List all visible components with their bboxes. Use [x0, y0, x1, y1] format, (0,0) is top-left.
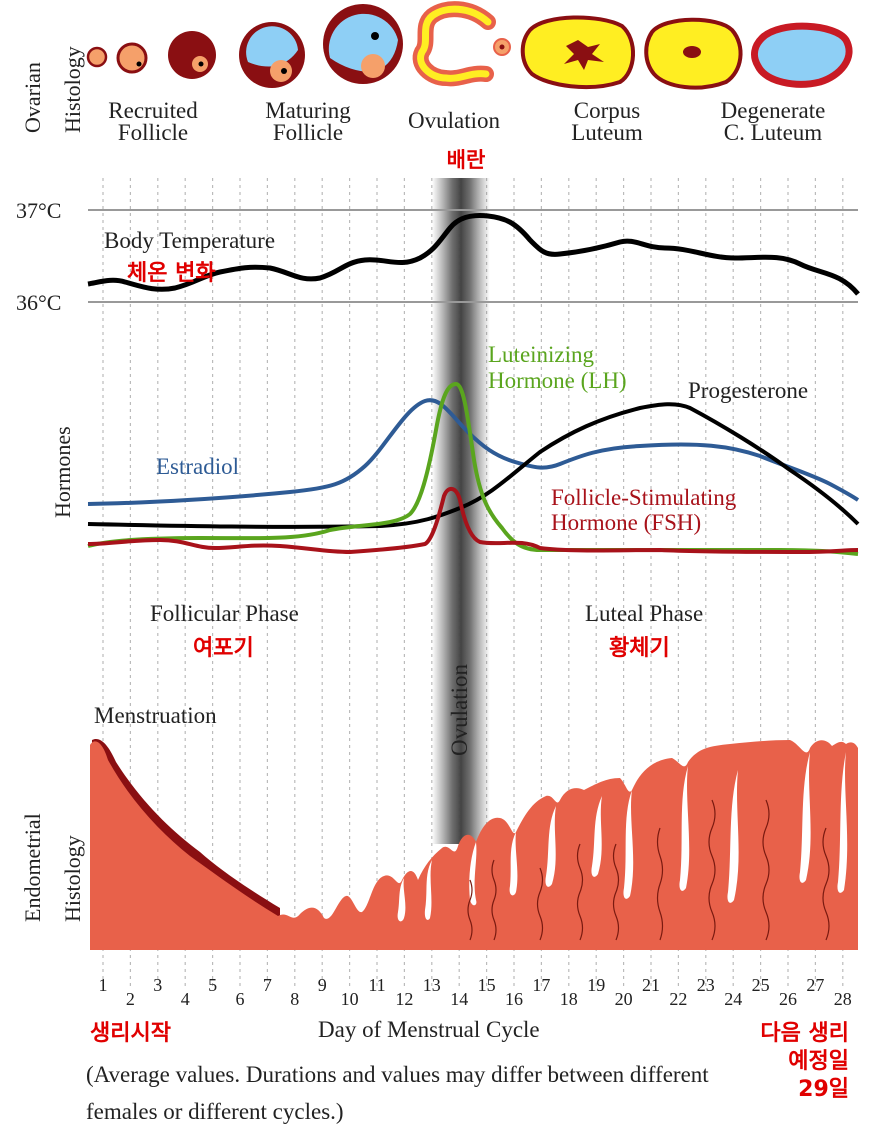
- stage-degenerate-label-2: C. Luteum: [724, 120, 822, 145]
- stage-ovulation-label: Ovulation: [408, 108, 500, 133]
- endometrium-tissue: [90, 740, 858, 950]
- endometrial-axis-label-2: Histology: [60, 835, 85, 922]
- follicular-phase-label: Follicular Phase: [150, 601, 299, 626]
- day-label: 18: [560, 989, 578, 1009]
- day-label: 6: [236, 989, 245, 1009]
- body-temperature-korean-label: 체온 변화: [127, 261, 216, 286]
- day-label: 17: [532, 975, 550, 995]
- ovarian-axis-label-2: Histology: [60, 46, 85, 133]
- body-temperature-curve: [87, 213, 860, 296]
- endometrial-axis-label: Endometrial: [20, 813, 45, 922]
- day-label: 16: [505, 989, 523, 1009]
- day-label: 2: [126, 989, 135, 1009]
- day-label: 28: [834, 989, 852, 1009]
- lh-label-2: Hormone (LH): [488, 368, 627, 393]
- stage-corpus-label-2: Luteum: [571, 120, 643, 145]
- menstruation-label: Menstruation: [94, 703, 217, 728]
- day-label: 27: [806, 975, 824, 995]
- day-label: 1: [99, 975, 108, 995]
- next-period-korean-label-3: 29일: [798, 1077, 849, 1102]
- corpus-luteum-icon: [520, 15, 743, 90]
- x-axis-label: Day of Menstrual Cycle: [318, 1017, 540, 1042]
- day-gridlines: [102, 178, 844, 990]
- next-period-korean-label-2: 예정일: [788, 1049, 849, 1074]
- menstrual-shedding-layer: [92, 738, 280, 918]
- day-label: 20: [615, 989, 633, 1009]
- fsh-curve: [87, 487, 859, 555]
- day-label: 23: [697, 975, 715, 995]
- day-label: 22: [669, 989, 687, 1009]
- stage-degenerate-label: Degenerate: [721, 98, 826, 123]
- day-label: 8: [290, 989, 299, 1009]
- day-label: 4: [181, 989, 190, 1009]
- day-label: 7: [263, 975, 272, 995]
- day-labels: 1234567891011121314151617181920212223242…: [99, 975, 852, 1009]
- ovulation-vertical-label: Ovulation: [447, 664, 472, 756]
- stage-recruited-label-2: Follicle: [118, 120, 188, 145]
- ovarian-axis-label: Ovarian: [20, 62, 45, 133]
- lh-label: Luteinizing: [488, 342, 595, 367]
- day-label: 15: [478, 975, 496, 995]
- day-label: 24: [724, 989, 742, 1009]
- day-label: 12: [395, 989, 413, 1009]
- ovulation-rupture-icon: [412, 1, 511, 87]
- estradiol-curve: [87, 398, 860, 506]
- day-label: 14: [450, 989, 468, 1009]
- stage-corpus-label: Corpus: [574, 98, 641, 123]
- stage-maturing-label: Maturing: [265, 98, 351, 123]
- day-label: 5: [208, 975, 217, 995]
- estradiol-label: Estradiol: [156, 454, 239, 479]
- body-temperature-label: Body Temperature: [104, 228, 275, 253]
- day-label: 21: [642, 975, 660, 995]
- day-label: 25: [752, 975, 770, 995]
- endometrium-glands: [397, 752, 848, 922]
- degenerate-corpus-luteum-icon: [751, 22, 853, 88]
- progesterone-label: Progesterone: [688, 378, 808, 403]
- footnote: (Average values. Durations and values ma…: [86, 1062, 709, 1124]
- luteal-phase-label: Luteal Phase: [585, 601, 703, 626]
- stage-maturing-label-2: Follicle: [273, 120, 343, 145]
- day-label: 11: [368, 975, 385, 995]
- luteal-phase-korean-label: 황체기: [609, 636, 670, 661]
- fsh-label-2: Hormone (FSH): [551, 510, 701, 535]
- temp-tick-37: 37°C: [16, 198, 61, 223]
- next-period-korean-label: 다음 생리: [760, 1021, 849, 1046]
- spiral-arteries: [467, 799, 830, 941]
- day-label: 26: [779, 989, 797, 1009]
- ovarian-icons: [86, 1, 853, 90]
- endometrium-illustration: [90, 738, 858, 950]
- follicular-phase-korean-label: 여포기: [193, 636, 254, 661]
- temp-tick-36: 36°C: [16, 290, 61, 315]
- day-label: 19: [587, 975, 605, 995]
- maturing-follicle-icon: [239, 4, 403, 88]
- day-label: 13: [423, 975, 441, 995]
- day-label: 9: [318, 975, 327, 995]
- ovulation-korean-label: 배란: [447, 148, 486, 172]
- fsh-label: Follicle-Stimulating: [551, 485, 737, 510]
- hormones-axis-label: Hormones: [50, 426, 75, 518]
- stage-recruited-label: Recruited: [108, 98, 198, 123]
- period-start-korean-label: 생리시작: [90, 1021, 171, 1046]
- recruited-follicle-icon: [86, 31, 216, 79]
- day-label: 3: [153, 975, 162, 995]
- day-label: 10: [341, 989, 359, 1009]
- progesterone-curve: [87, 402, 860, 529]
